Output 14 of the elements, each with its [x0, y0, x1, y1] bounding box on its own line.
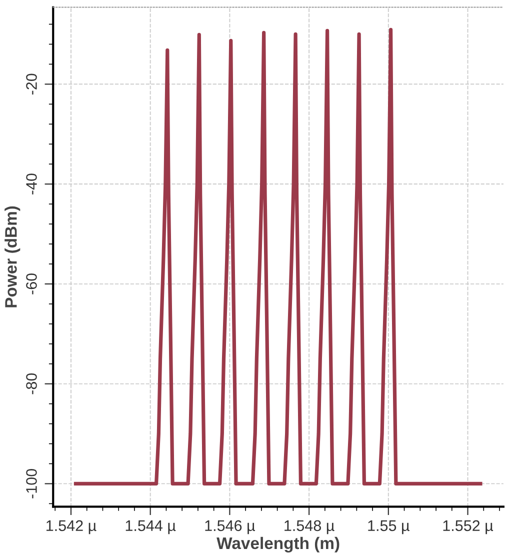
x-tick-label: 1.55 µ — [368, 520, 410, 534]
y-tick-label: -100 — [26, 469, 37, 498]
y-tick-label: -20 — [26, 74, 37, 95]
line-series — [74, 28, 482, 486]
x-tick-label: 1.546 µ — [205, 520, 255, 534]
y-tick-label: -60 — [26, 273, 37, 294]
x-axis-title: Wavelength (m) — [216, 536, 340, 552]
y-axis-title: Power (dBm) — [4, 206, 20, 308]
x-tick-label: 1.542 µ — [46, 520, 96, 534]
x-tick-label: 1.552 µ — [443, 520, 494, 534]
x-tick-label: 1.548 µ — [284, 520, 334, 534]
x-tick-label: 1.544 µ — [126, 520, 176, 534]
y-tick-label: -80 — [26, 373, 37, 394]
y-tick-label: -40 — [26, 174, 37, 194]
